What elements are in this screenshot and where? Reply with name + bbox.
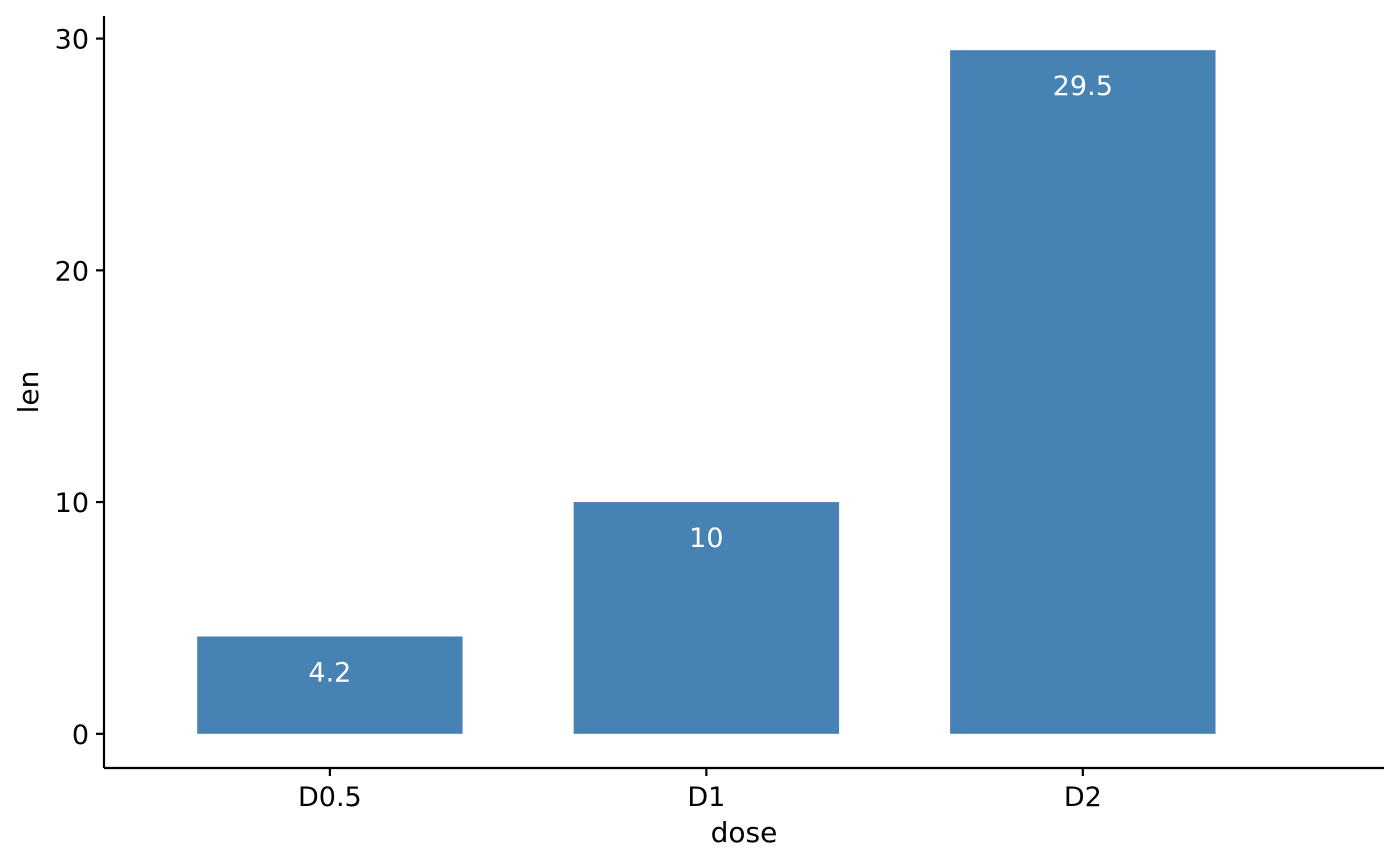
bar-D1 (573, 502, 840, 734)
y-axis-ticks: 0 10 20 30 (55, 25, 104, 751)
y-tick-label: 30 (55, 25, 89, 56)
bars-group (197, 50, 1216, 734)
y-tick-label: 0 (72, 720, 89, 751)
bar-D0.5 (197, 636, 463, 734)
x-axis-title: dose (711, 816, 778, 849)
x-tick-label: D0.5 (298, 782, 362, 813)
y-tick-label: 20 (55, 256, 89, 287)
bar-value-label: 10 (689, 523, 723, 554)
bar-labels-group: 4.2 10 29.5 (308, 71, 1112, 688)
bar-value-label: 4.2 (308, 657, 351, 688)
bar-value-label: 29.5 (1053, 71, 1113, 102)
y-axis-title: len (12, 371, 45, 414)
x-tick-label: D2 (1064, 782, 1102, 813)
x-axis-ticks: D0.5 D1 D2 (298, 768, 1102, 813)
bar-D2 (950, 50, 1216, 734)
x-tick-label: D1 (687, 782, 725, 813)
y-tick-label: 10 (55, 488, 89, 519)
